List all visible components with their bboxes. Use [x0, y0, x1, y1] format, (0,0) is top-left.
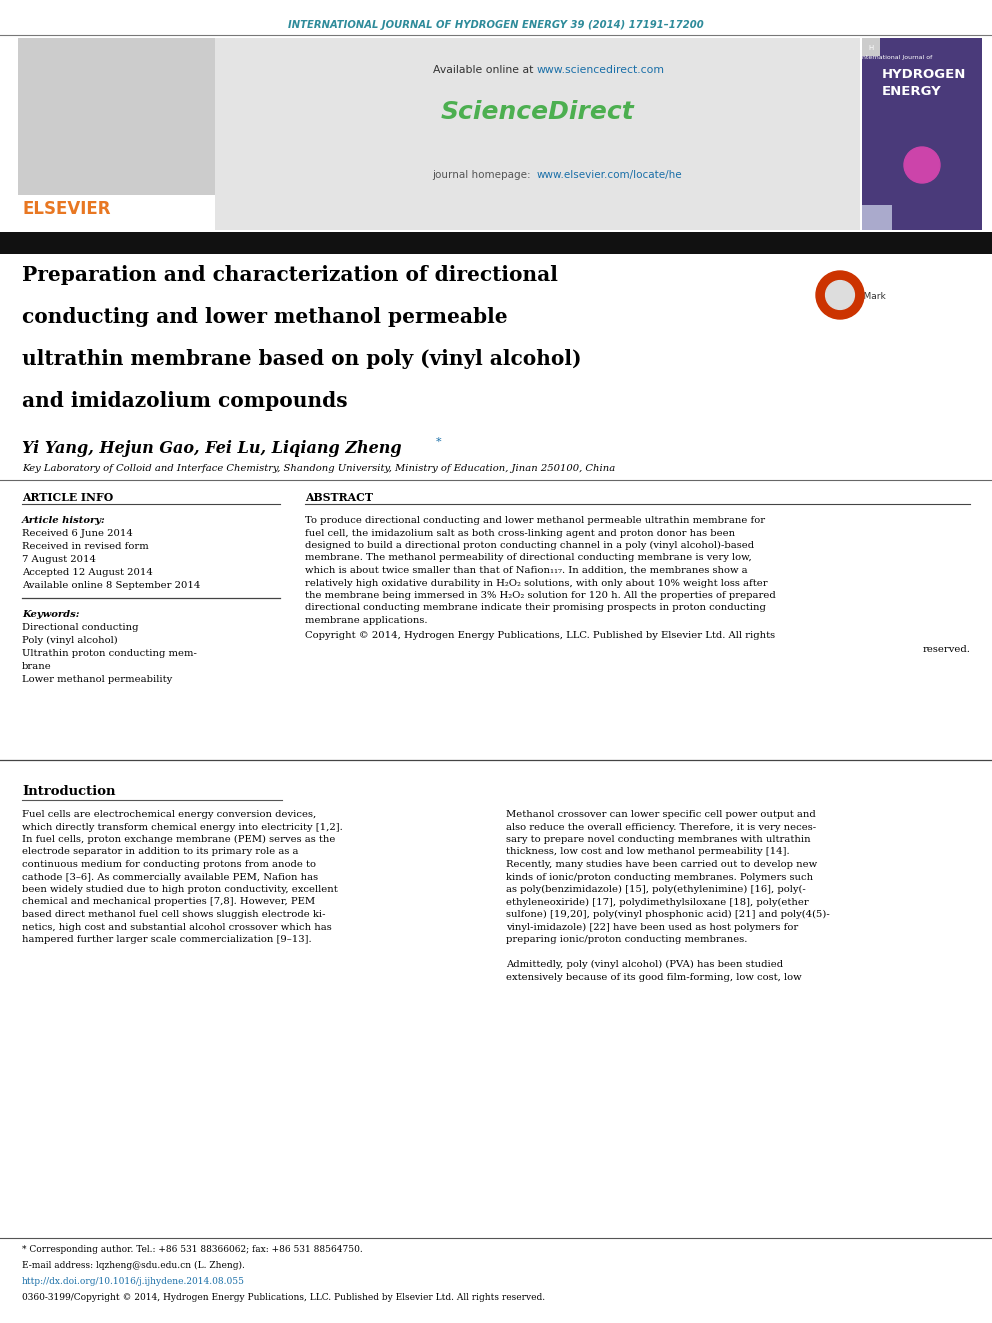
Text: ELSEVIER: ELSEVIER	[22, 200, 110, 218]
Text: vinyl-imidazole) [22] have been used as host polymers for: vinyl-imidazole) [22] have been used as …	[506, 922, 799, 931]
Text: reserved.: reserved.	[923, 646, 970, 654]
Text: netics, high cost and substantial alcohol crossover which has: netics, high cost and substantial alcoho…	[22, 922, 331, 931]
Text: ARTICLE INFO: ARTICLE INFO	[22, 492, 113, 503]
Text: http://dx.doi.org/10.1016/j.ijhydene.2014.08.055: http://dx.doi.org/10.1016/j.ijhydene.201…	[22, 1277, 245, 1286]
Bar	[862, 205, 892, 230]
Text: chemical and mechanical properties [7,8]. However, PEM: chemical and mechanical properties [7,8]…	[22, 897, 315, 906]
Text: H: H	[868, 45, 874, 52]
Text: E-mail address: lqzheng@sdu.edu.cn (L. Zheng).: E-mail address: lqzheng@sdu.edu.cn (L. Z…	[22, 1261, 245, 1270]
Text: journal homepage:: journal homepage:	[432, 169, 537, 180]
Text: continuous medium for conducting protons from anode to: continuous medium for conducting protons…	[22, 860, 316, 869]
Text: as poly(benzimidazole) [15], poly(ethylenimine) [16], poly(-: as poly(benzimidazole) [15], poly(ethyle…	[506, 885, 806, 894]
Text: Ultrathin proton conducting mem-: Ultrathin proton conducting mem-	[22, 650, 196, 658]
Text: designed to build a directional proton conducting channel in a poly (vinyl alcoh: designed to build a directional proton c…	[305, 541, 754, 550]
Text: Keywords:: Keywords:	[22, 610, 79, 619]
Text: CrossMark: CrossMark	[840, 292, 887, 302]
Bar	[18, 38, 215, 194]
Text: Recently, many studies have been carried out to develop new: Recently, many studies have been carried…	[506, 860, 817, 869]
Bar	[862, 38, 982, 230]
Text: membrane applications.: membrane applications.	[305, 617, 428, 624]
Text: Admittedly, poly (vinyl alcohol) (PVA) has been studied: Admittedly, poly (vinyl alcohol) (PVA) h…	[506, 960, 783, 970]
Text: the membrane being immersed in 3% H₂O₂ solution for 120 h. All the properties of: the membrane being immersed in 3% H₂O₂ s…	[305, 591, 776, 601]
Text: preparing ionic/proton conducting membranes.: preparing ionic/proton conducting membra…	[506, 935, 747, 945]
Text: ABSTRACT: ABSTRACT	[305, 492, 373, 503]
Text: Introduction: Introduction	[22, 785, 115, 798]
Text: www.elsevier.com/locate/he: www.elsevier.com/locate/he	[537, 169, 682, 180]
Text: *: *	[436, 437, 441, 447]
Circle shape	[904, 147, 940, 183]
Text: Accepted 12 August 2014: Accepted 12 August 2014	[22, 568, 153, 577]
Text: Copyright © 2014, Hydrogen Energy Publications, LLC. Published by Elsevier Ltd. : Copyright © 2014, Hydrogen Energy Public…	[305, 631, 775, 639]
Text: In fuel cells, proton exchange membrane (PEM) serves as the: In fuel cells, proton exchange membrane …	[22, 835, 335, 844]
Text: hampered further larger scale commercialization [9–13].: hampered further larger scale commercial…	[22, 935, 311, 945]
Text: International Journal of: International Journal of	[860, 56, 932, 60]
Text: been widely studied due to high proton conductivity, excellent: been widely studied due to high proton c…	[22, 885, 337, 894]
Circle shape	[816, 271, 864, 319]
Text: Received in revised form: Received in revised form	[22, 542, 149, 550]
Text: Received 6 June 2014: Received 6 June 2014	[22, 529, 133, 538]
Text: sary to prepare novel conducting membranes with ultrathin: sary to prepare novel conducting membran…	[506, 835, 810, 844]
Text: ENERGY: ENERGY	[882, 85, 941, 98]
Text: cathode [3–6]. As commercially available PEM, Nafion has: cathode [3–6]. As commercially available…	[22, 872, 318, 881]
Text: relatively high oxidative durability in H₂O₂ solutions, with only about 10% weig: relatively high oxidative durability in …	[305, 578, 768, 587]
Text: INTERNATIONAL JOURNAL OF HYDROGEN ENERGY 39 (2014) 17191–17200: INTERNATIONAL JOURNAL OF HYDROGEN ENERGY…	[288, 20, 704, 30]
Text: HYDROGEN: HYDROGEN	[882, 67, 966, 81]
Text: and imidazolium compounds: and imidazolium compounds	[22, 392, 347, 411]
Bar	[0, 232, 992, 254]
Text: ethyleneoxiride) [17], polydimethylsiloxane [18], poly(ether: ethyleneoxiride) [17], polydimethylsilox…	[506, 897, 808, 906]
Text: Available online 8 September 2014: Available online 8 September 2014	[22, 581, 200, 590]
Text: sulfone) [19,20], poly(vinyl phosphonic acid) [21] and poly(4(5)-: sulfone) [19,20], poly(vinyl phosphonic …	[506, 910, 829, 919]
Text: Methanol crossover can lower specific cell power output and: Methanol crossover can lower specific ce…	[506, 810, 815, 819]
Text: membrane. The methanol permeability of directional conducting membrane is very l: membrane. The methanol permeability of d…	[305, 553, 752, 562]
Text: kinds of ionic/proton conducting membranes. Polymers such: kinds of ionic/proton conducting membran…	[506, 872, 813, 881]
Text: which directly transform chemical energy into electricity [1,2].: which directly transform chemical energy…	[22, 823, 343, 831]
Text: based direct methanol fuel cell shows sluggish electrode ki-: based direct methanol fuel cell shows sl…	[22, 910, 325, 919]
Text: fuel cell, the imidazolium salt as both cross-linking agent and proton donor has: fuel cell, the imidazolium salt as both …	[305, 528, 735, 537]
Text: which is about twice smaller than that of Nafion₁₁₇. In addition, the membranes : which is about twice smaller than that o…	[305, 566, 748, 576]
Text: ultrathin membrane based on poly (vinyl alcohol): ultrathin membrane based on poly (vinyl …	[22, 349, 581, 369]
Circle shape	[825, 280, 854, 310]
Text: conducting and lower methanol permeable: conducting and lower methanol permeable	[22, 307, 508, 327]
Text: 7 August 2014: 7 August 2014	[22, 556, 96, 564]
Bar	[215, 38, 860, 230]
Text: Available online at: Available online at	[434, 65, 537, 75]
Text: www.sciencedirect.com: www.sciencedirect.com	[537, 65, 665, 75]
Bar	[862, 38, 880, 56]
Text: Preparation and characterization of directional: Preparation and characterization of dire…	[22, 265, 558, 284]
Text: 0360-3199/Copyright © 2014, Hydrogen Energy Publications, LLC. Published by Else: 0360-3199/Copyright © 2014, Hydrogen Ene…	[22, 1293, 546, 1302]
Text: extensively because of its good film-forming, low cost, low: extensively because of its good film-for…	[506, 972, 802, 982]
Text: To produce directional conducting and lower methanol permeable ultrathin membran: To produce directional conducting and lo…	[305, 516, 765, 525]
Text: electrode separator in addition to its primary role as a: electrode separator in addition to its p…	[22, 848, 299, 856]
Text: Fuel cells are electrochemical energy conversion devices,: Fuel cells are electrochemical energy co…	[22, 810, 316, 819]
Text: Article history:: Article history:	[22, 516, 106, 525]
Text: Yi Yang, Hejun Gao, Fei Lu, Liqiang Zheng: Yi Yang, Hejun Gao, Fei Lu, Liqiang Zhen…	[22, 441, 402, 456]
Text: Lower methanol permeability: Lower methanol permeability	[22, 675, 173, 684]
Text: directional conducting membrane indicate their promising prospects in proton con: directional conducting membrane indicate…	[305, 603, 766, 613]
Text: thickness, low cost and low methanol permeability [14].: thickness, low cost and low methanol per…	[506, 848, 790, 856]
Text: * Corresponding author. Tel.: +86 531 88366062; fax: +86 531 88564750.: * Corresponding author. Tel.: +86 531 88…	[22, 1245, 363, 1254]
Text: also reduce the overall efficiency. Therefore, it is very neces-: also reduce the overall efficiency. Ther…	[506, 823, 816, 831]
Text: Directional conducting: Directional conducting	[22, 623, 139, 632]
Text: Key Laboratory of Colloid and Interface Chemistry, Shandong University, Ministry: Key Laboratory of Colloid and Interface …	[22, 464, 615, 474]
Text: Poly (vinyl alcohol): Poly (vinyl alcohol)	[22, 636, 118, 646]
Text: brane: brane	[22, 662, 52, 671]
Text: ScienceDirect: ScienceDirect	[440, 101, 634, 124]
